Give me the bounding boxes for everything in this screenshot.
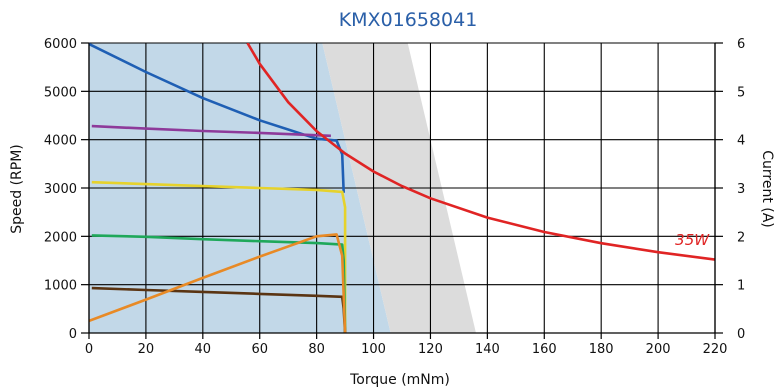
- x-tick-label: 100: [361, 342, 386, 357]
- x-tick-label: 180: [589, 342, 614, 357]
- series-line-6: [89, 233, 347, 333]
- y-tick-label: 2000: [44, 230, 77, 245]
- x-tick-label: 200: [646, 342, 671, 357]
- x-tick-label: 0: [85, 342, 93, 357]
- x-tick-label: 60: [251, 342, 268, 357]
- series-line-3: [91, 180, 347, 333]
- chart-title: KMX01658041: [339, 9, 478, 31]
- power-curve-label: 35W: [675, 231, 710, 249]
- x-tick-label: 140: [475, 342, 500, 357]
- x-tick-label: 20: [138, 342, 155, 357]
- y-tick-label: 0: [69, 327, 77, 342]
- series-lines: [89, 43, 715, 333]
- y-tick-label: 6000: [44, 37, 77, 52]
- tick-labels: 0 20 40 60 80 100 120 140 160 180 200 2200100020003…: [44, 37, 745, 357]
- y2-tick-label: 4: [737, 134, 745, 149]
- y2-tick-label: 6: [737, 37, 745, 52]
- x-tick-label: 80: [308, 342, 325, 357]
- y-axis-title: Speed (RPM): [9, 144, 25, 234]
- x-tick-label: 120: [418, 342, 443, 357]
- y-tick-label: 4000: [44, 134, 77, 149]
- y-tick-label: 3000: [44, 182, 77, 197]
- y2-tick-label: 0: [737, 327, 745, 342]
- y-tick-label: 1000: [44, 279, 77, 294]
- series-line-7: [246, 43, 715, 261]
- x-tick-label: 40: [195, 342, 212, 357]
- y2-tick-label: 1: [737, 279, 745, 294]
- axes: [81, 42, 723, 339]
- y2-tick-label: 5: [737, 85, 745, 100]
- x-axis-title: Torque (mNm): [349, 372, 450, 388]
- y2-tick-label: 3: [737, 182, 745, 197]
- x-tick-label: 220: [703, 342, 728, 357]
- y-tick-label: 5000: [44, 85, 77, 100]
- x-tick-label: 160: [532, 342, 557, 357]
- y2-tick-label: 2: [737, 230, 745, 245]
- y2-axis-title: Current (A): [759, 150, 775, 228]
- series-line-2: [91, 124, 331, 138]
